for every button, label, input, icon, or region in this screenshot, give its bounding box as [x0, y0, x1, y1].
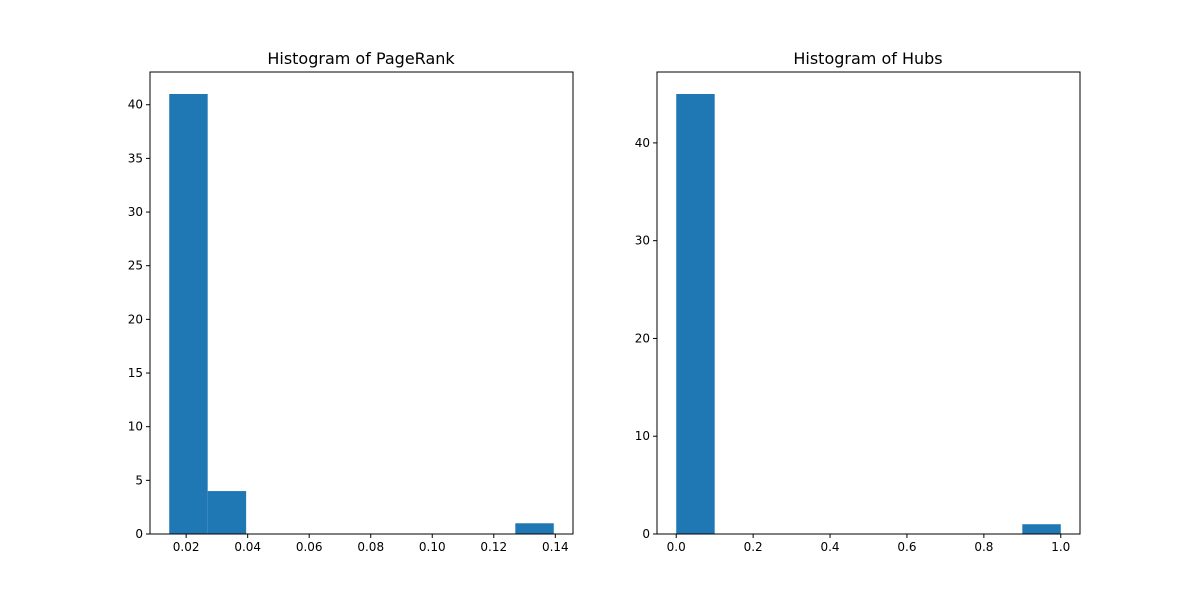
histogram-bar	[676, 94, 715, 534]
y-tick-label: 40	[635, 136, 650, 150]
x-tick-label: 1.0	[1051, 540, 1070, 554]
x-tick-label: 0.4	[820, 540, 839, 554]
x-tick-label: 0.14	[542, 540, 569, 554]
x-axis-ticks: 0.0 0.2 0.4 0.6 0.8 1.0	[667, 534, 1070, 554]
chart-title: Histogram of Hubs	[793, 49, 942, 68]
y-tick-label: 40	[128, 98, 143, 112]
y-tick-label: 20	[635, 331, 650, 345]
y-tick-label: 0	[642, 527, 650, 541]
y-tick-label: 5	[135, 473, 143, 487]
x-tick-label: 0.08	[357, 540, 384, 554]
y-axis-ticks: 0 5 10 15 20 25 30 35 40	[128, 98, 150, 541]
y-tick-label: 15	[128, 366, 143, 380]
x-tick-label: 0.04	[234, 540, 261, 554]
y-tick-label: 0	[135, 527, 143, 541]
x-tick-label: 0.6	[897, 540, 916, 554]
histogram-bar	[169, 94, 208, 534]
y-tick-label: 25	[128, 259, 143, 273]
x-tick-label: 0.8	[974, 540, 993, 554]
x-axis-ticks: 0.02 0.04 0.06 0.08 0.10 0.12 0.14	[173, 534, 569, 554]
y-tick-label: 30	[635, 234, 650, 248]
histogram-bar	[515, 523, 554, 534]
histogram-bar	[207, 491, 247, 534]
pagerank-histogram: Histogram of PageRank 0.02 0.04 0.06 0.08 0.…	[128, 49, 574, 554]
histogram-bar	[1022, 524, 1061, 534]
x-tick-label: 0.10	[419, 540, 446, 554]
y-tick-label: 35	[128, 151, 143, 165]
y-tick-label: 10	[635, 429, 650, 443]
y-axis-ticks: 0 10 20 30 40	[635, 136, 657, 541]
plot-frame	[149, 71, 574, 535]
x-tick-label: 0.2	[744, 540, 763, 554]
bars	[169, 94, 554, 534]
x-tick-label: 0.12	[480, 540, 507, 554]
x-tick-label: 0.06	[296, 540, 323, 554]
y-tick-label: 20	[128, 312, 143, 326]
y-tick-label: 10	[128, 420, 143, 434]
y-tick-label: 30	[128, 205, 143, 219]
plot-frame	[656, 71, 1081, 535]
x-tick-label: 0.02	[173, 540, 200, 554]
bars	[676, 94, 1061, 534]
hubs-histogram: Histogram of Hubs 0.0 0.2 0.4 0.6 0.8 1.0 0 10…	[635, 49, 1081, 554]
chart-title: Histogram of PageRank	[267, 49, 455, 68]
x-tick-label: 0.0	[667, 540, 686, 554]
